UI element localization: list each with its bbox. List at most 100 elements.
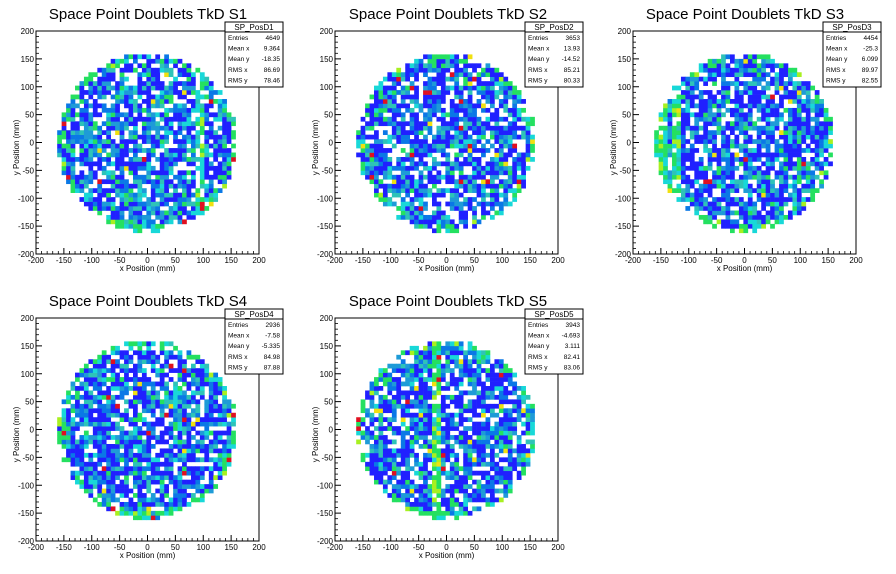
bin — [689, 130, 695, 135]
bin — [730, 152, 735, 158]
bin — [765, 148, 771, 153]
bin — [530, 439, 535, 445]
bin — [177, 412, 183, 418]
bin — [783, 174, 789, 180]
bin — [106, 192, 112, 198]
bin — [685, 103, 691, 109]
bin — [485, 484, 491, 489]
bin — [805, 121, 811, 127]
bin — [485, 435, 491, 440]
bin — [101, 457, 107, 463]
bin — [449, 121, 455, 127]
bin — [177, 506, 183, 512]
bin — [190, 452, 196, 458]
bin — [190, 81, 196, 86]
bin — [70, 183, 76, 189]
bin — [164, 219, 169, 225]
bin — [463, 67, 468, 73]
bin — [449, 107, 455, 113]
bin — [463, 506, 468, 512]
bin — [222, 403, 227, 409]
bin — [159, 377, 165, 382]
bin — [97, 125, 103, 131]
bin — [378, 479, 384, 485]
bin — [378, 426, 384, 431]
bin — [409, 488, 415, 494]
bin — [101, 408, 107, 414]
bin — [445, 67, 451, 73]
bin — [124, 466, 129, 472]
bin — [391, 475, 397, 480]
bin — [88, 466, 94, 472]
bin — [199, 76, 205, 82]
bin — [88, 394, 94, 400]
bin — [382, 157, 388, 162]
bin — [734, 72, 740, 78]
bin — [530, 143, 535, 149]
bin — [83, 408, 89, 414]
bin — [676, 85, 682, 91]
bin — [494, 134, 500, 140]
bin — [761, 206, 766, 211]
bin — [168, 426, 174, 431]
axes: -200 -150 -100 -50 0 50 100 150 200-200-150-100-… — [18, 27, 266, 265]
bin — [400, 214, 406, 220]
bin — [756, 188, 762, 193]
bin — [400, 125, 406, 131]
bin — [92, 201, 98, 207]
bin — [137, 435, 143, 440]
bin — [525, 139, 531, 144]
bin — [463, 466, 468, 472]
bin — [204, 134, 210, 140]
bin — [119, 130, 125, 135]
bin — [119, 350, 125, 356]
bin — [119, 426, 125, 431]
bin — [190, 466, 196, 472]
bin — [494, 435, 500, 440]
bin — [689, 143, 695, 149]
bin — [168, 452, 174, 458]
bin — [369, 461, 375, 467]
bin — [467, 206, 473, 211]
bin — [106, 403, 112, 409]
bin — [97, 372, 103, 378]
bin — [481, 426, 486, 431]
bin — [88, 470, 94, 476]
bin — [436, 72, 442, 78]
bin — [159, 493, 165, 498]
bin — [124, 183, 129, 189]
bin — [516, 152, 522, 158]
bin — [217, 470, 223, 476]
bin — [391, 94, 397, 100]
bin — [124, 417, 129, 422]
bin — [204, 466, 210, 472]
bin — [454, 228, 460, 234]
bin — [57, 143, 62, 149]
bin — [516, 112, 522, 118]
bin — [164, 430, 169, 436]
bin — [115, 386, 120, 391]
bin — [97, 390, 103, 396]
bin — [796, 148, 802, 153]
bin — [458, 103, 464, 109]
bin — [663, 143, 668, 149]
bin — [159, 90, 165, 95]
bin — [507, 488, 513, 494]
bin — [70, 452, 76, 458]
bin — [663, 130, 668, 135]
bin — [128, 354, 134, 360]
bin — [819, 165, 824, 171]
bin — [707, 90, 713, 95]
bin — [756, 72, 762, 78]
bin — [88, 179, 94, 185]
bin — [204, 444, 210, 449]
bin — [146, 501, 152, 507]
bin — [801, 134, 807, 140]
bin — [177, 192, 183, 198]
bin — [70, 130, 76, 135]
bin — [119, 206, 125, 211]
bin — [391, 125, 397, 131]
bin — [374, 152, 379, 158]
bin — [186, 386, 192, 391]
